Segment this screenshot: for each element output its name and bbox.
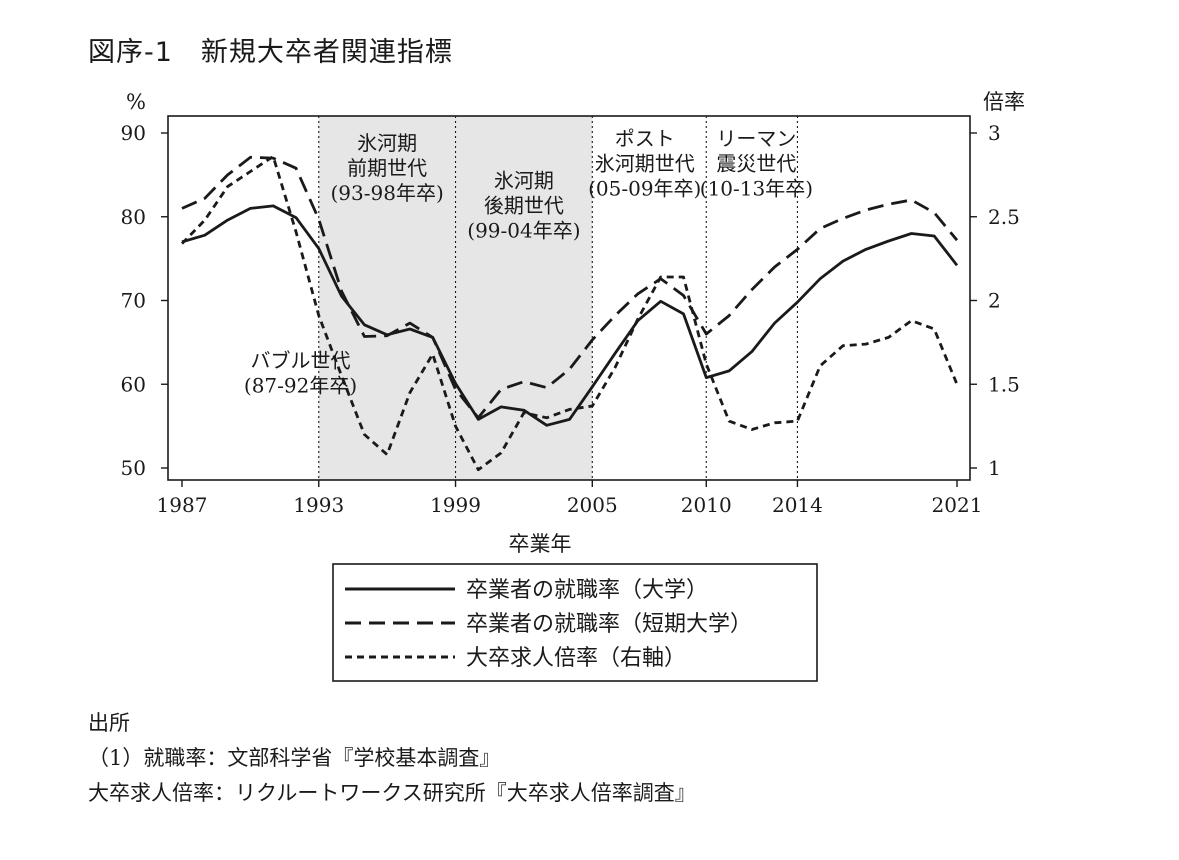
period-label-4: リーマン震災世代(10-13年卒) — [700, 127, 813, 201]
period-label-3: ポスト氷河期世代(05-09年卒) — [588, 127, 701, 201]
y-axis-left-label: % — [126, 90, 146, 114]
x-tick-label: 1993 — [293, 493, 344, 517]
period-labels: バブル世代(87-92年卒) 氷河期前期世代(93-98年卒) 氷河期後期世代(99… — [244, 127, 813, 398]
legend: 卒業者の就職率（大学） 卒業者の就職率（短期大学） 大卒求人倍率（右軸） — [332, 563, 818, 682]
series-lines — [180, 155, 959, 472]
figure-title: 図序-1 新規大卒者関連指標 — [88, 37, 453, 68]
y-right-tick-label: 2 — [988, 289, 1001, 313]
x-axis-label: 卒業年 — [509, 532, 572, 556]
y-left-tick-label: 70 — [121, 289, 146, 313]
source-line-employment-rate: （1）就職率：文部科学省『学校基本調査』 — [88, 746, 501, 770]
source-notes: 出所 （1）就職率：文部科学省『学校基本調査』 大卒求人倍率：リクルートワークス… — [88, 706, 696, 811]
axes: 1987 1993 1999 2005 2010 2014 2021 50 60 70 80 90 1 1… — [121, 121, 1020, 517]
period-label-2: 氷河期後期世代(99-04年卒) — [467, 168, 580, 242]
line-junior-college-employment-rate — [181, 155, 959, 420]
period-dividers — [318, 116, 798, 480]
line-university-employment-rate — [181, 204, 959, 427]
x-tick-label: 2010 — [681, 493, 732, 517]
legend-label-junior-college: 卒業者の就職率（短期大学） — [466, 612, 752, 637]
period-label-0: バブル世代(87-92年卒) — [244, 349, 357, 398]
legend-label-university: 卒業者の就職率（大学） — [466, 578, 708, 603]
period-label-1: 氷河期前期世代(93-98年卒) — [331, 131, 444, 205]
x-tick-label: 2005 — [567, 493, 618, 517]
x-tick-label: 1987 — [157, 493, 208, 517]
y-right-tick-label: 1.5 — [988, 372, 1020, 396]
y-left-tick-label: 80 — [121, 205, 146, 229]
line-job-offer-ratio — [180, 155, 959, 472]
y-right-tick-label: 2.5 — [988, 205, 1020, 229]
y-right-tick-label: 1 — [988, 456, 1001, 480]
y-left-tick-label: 90 — [121, 121, 146, 145]
y-right-tick-label: 3 — [988, 121, 1001, 145]
x-tick-label: 1999 — [430, 493, 481, 517]
y-left-tick-label: 60 — [121, 372, 146, 396]
plot-frame — [167, 115, 971, 481]
legend-box — [332, 563, 818, 682]
source-header: 出所 — [88, 711, 130, 735]
source-line-job-ratio: 大卒求人倍率：リクルートワークス研究所『大卒求人倍率調査』 — [88, 781, 696, 805]
y-axis-right-label: 倍率 — [983, 90, 1025, 114]
x-tick-label: 2014 — [772, 493, 823, 517]
x-tick-label: 2021 — [932, 493, 983, 517]
y-left-tick-label: 50 — [121, 456, 146, 480]
legend-label-job-ratio: 大卒求人倍率（右軸） — [466, 646, 686, 671]
chart: 1987 1993 1999 2005 2010 2014 2021 50 60 70 80 90 1 1… — [121, 90, 1025, 682]
